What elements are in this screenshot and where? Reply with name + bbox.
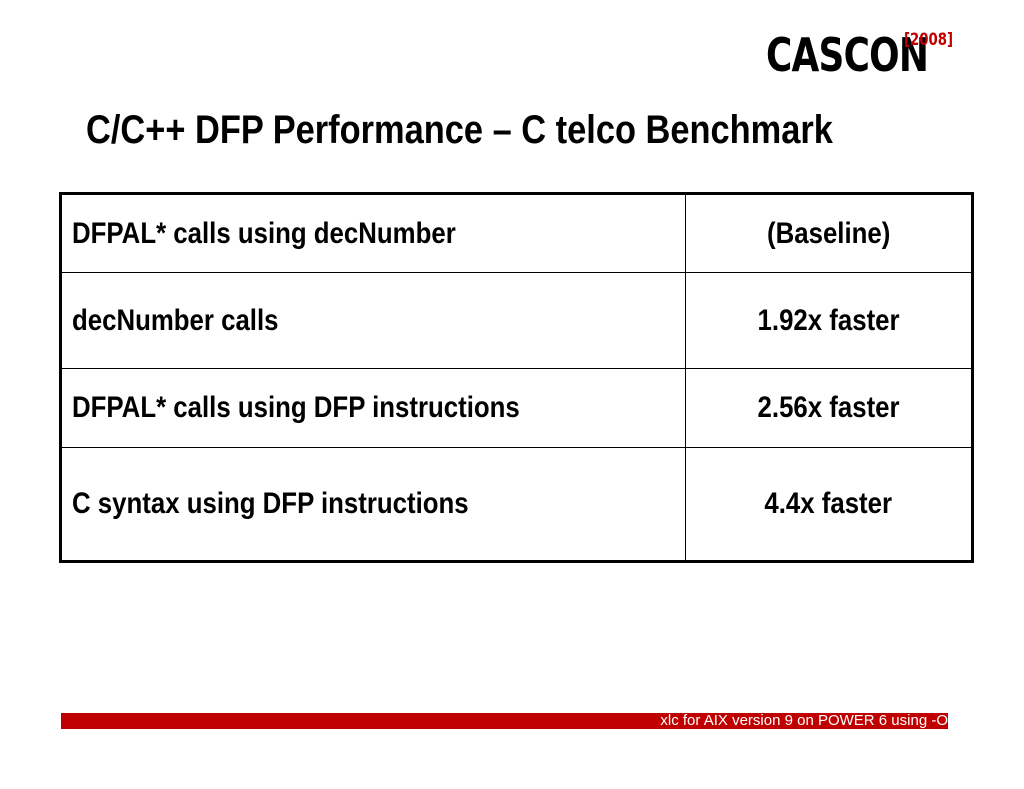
row-value-text: 1.92x faster — [757, 303, 900, 337]
row-label-text: C syntax using DFP instructions — [72, 487, 469, 520]
row-value-text: (Baseline) — [766, 216, 891, 250]
footer-note: xlc for AIX version 9 on POWER 6 using -… — [660, 712, 948, 729]
table-row: DFPAL* calls using DFP instructions 2.56… — [60, 368, 973, 448]
row-label-text: DFPAL* calls using DFP instructions — [72, 391, 520, 424]
row-label: DFPAL* calls using decNumber — [60, 193, 686, 273]
cascon-logo: CASCON [2008] — [766, 28, 953, 82]
logo-text: CASCON — [766, 28, 929, 82]
row-value: 1.92x faster — [685, 272, 973, 369]
benchmark-table: DFPAL* calls using decNumber (Baseline) … — [59, 192, 974, 563]
slide-title: C/C++ DFP Performance – C telco Benchmar… — [86, 108, 833, 152]
table-row: C syntax using DFP instructions 4.4x fas… — [60, 447, 973, 562]
row-value: 2.56x faster — [685, 368, 973, 448]
row-label: decNumber calls — [60, 272, 686, 369]
row-label-text: DFPAL* calls using decNumber — [72, 216, 456, 250]
footer-bar: xlc for AIX version 9 on POWER 6 using -… — [61, 712, 948, 729]
row-label-text: decNumber calls — [72, 303, 279, 337]
row-value-text: 2.56x faster — [757, 391, 900, 424]
row-value-text: 4.4x faster — [764, 487, 893, 520]
row-value: 4.4x faster — [685, 447, 973, 562]
row-label: DFPAL* calls using DFP instructions — [60, 368, 686, 448]
row-value: (Baseline) — [685, 193, 973, 273]
logo-year: [2008] — [904, 30, 954, 50]
row-label: C syntax using DFP instructions — [60, 447, 686, 562]
table-row: decNumber calls 1.92x faster — [60, 272, 973, 369]
table-row: DFPAL* calls using decNumber (Baseline) — [60, 193, 973, 273]
